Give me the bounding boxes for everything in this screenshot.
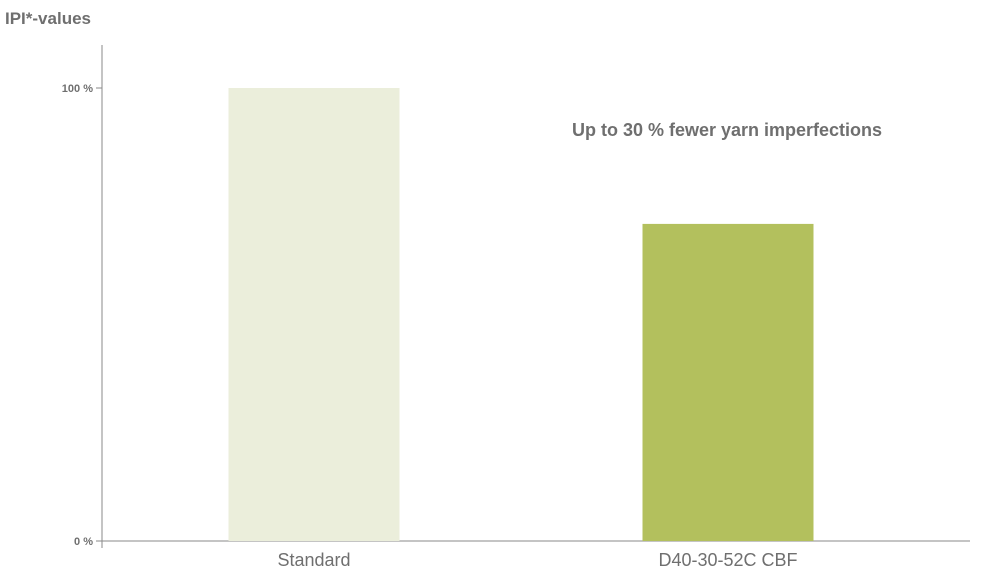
- annotation-text: Up to 30 % fewer yarn imperfections: [572, 120, 882, 140]
- category-label: Standard: [277, 550, 350, 570]
- bars: [228, 88, 814, 541]
- category-labels: Standard D40-30-52C CBF: [277, 550, 797, 570]
- y-ticks: 100 % 0 %: [62, 83, 102, 548]
- bar: [642, 223, 814, 541]
- y-tick-label: 0 %: [74, 536, 93, 548]
- category-label: D40-30-52C CBF: [658, 550, 797, 570]
- y-axis-title: IPI*-values: [5, 9, 91, 28]
- bar: [228, 88, 400, 541]
- y-tick-label: 100 %: [62, 83, 93, 95]
